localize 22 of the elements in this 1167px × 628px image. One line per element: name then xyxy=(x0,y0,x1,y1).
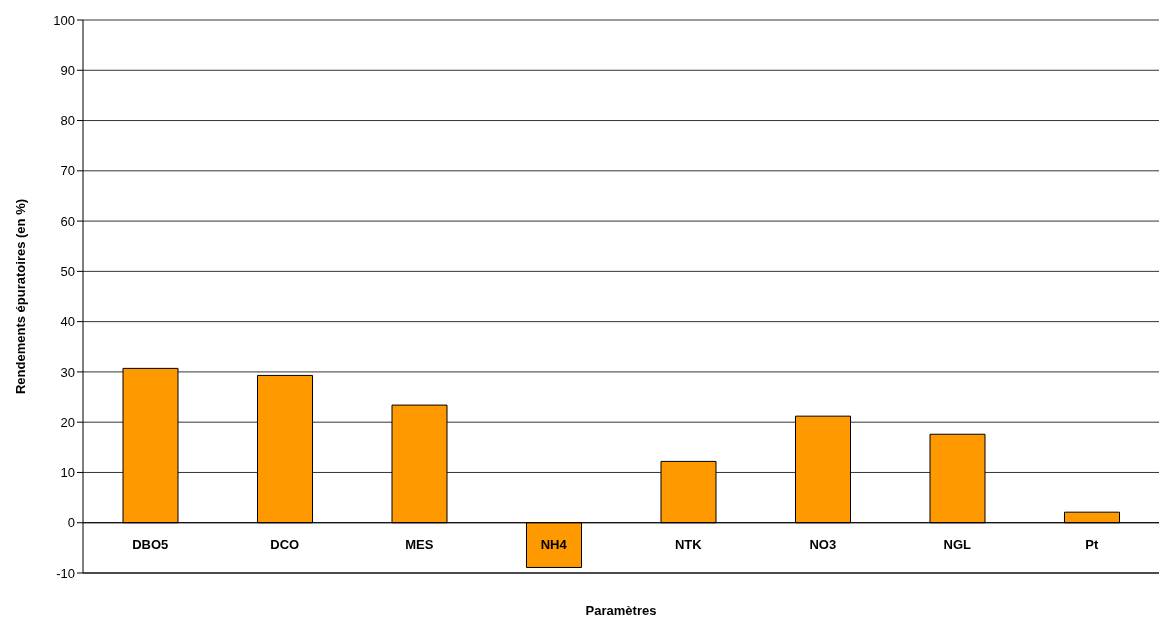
y-tick-label: 80 xyxy=(60,113,75,129)
y-tick-label: 60 xyxy=(60,213,75,229)
x-axis-title: Paramètres xyxy=(585,603,657,618)
x-tick-label: NTK xyxy=(674,536,703,552)
y-tick-label: 40 xyxy=(60,314,75,330)
y-tick-label: 0 xyxy=(67,515,75,531)
x-tick-label: DCO xyxy=(270,536,300,552)
x-tick-label: NO3 xyxy=(809,536,837,552)
y-tick-label: 100 xyxy=(53,12,75,28)
y-tick-label: 90 xyxy=(60,62,75,78)
x-tick-label: MES xyxy=(405,536,434,552)
x-tick-label: DBO5 xyxy=(132,536,169,552)
y-axis-title: Rendements épuratoires (en %) xyxy=(12,198,28,395)
y-tick-label: 50 xyxy=(60,263,75,279)
y-tick-label: 70 xyxy=(60,163,75,179)
x-tick-label: Pt xyxy=(1085,536,1099,552)
y-tick-label: 30 xyxy=(60,364,75,380)
x-tick-label: NGL xyxy=(943,536,972,552)
y-tick-label: 20 xyxy=(60,414,75,430)
y-tick-label: 10 xyxy=(60,465,75,481)
x-tick-label: NH4 xyxy=(540,536,568,552)
y-tick-label: -10 xyxy=(56,565,75,581)
